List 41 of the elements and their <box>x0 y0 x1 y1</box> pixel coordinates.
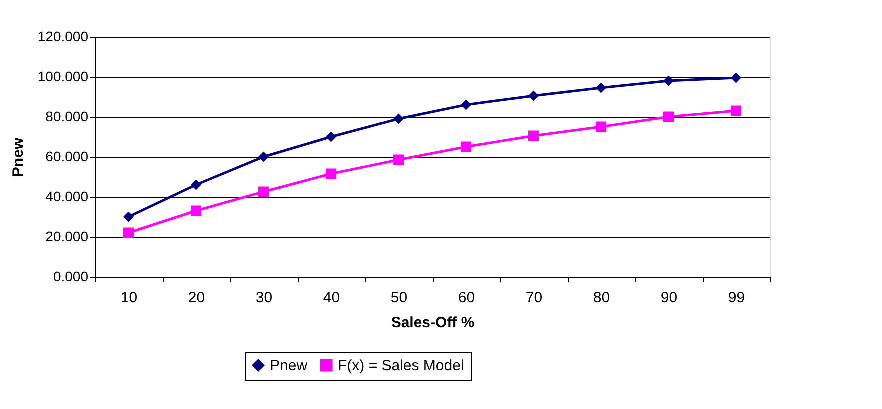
point <box>258 152 269 162</box>
x-tick-label: 70 <box>526 290 543 306</box>
x-tick-label: 10 <box>120 290 138 306</box>
point <box>326 132 336 142</box>
x-tick-label: 99 <box>728 290 746 306</box>
point <box>326 168 336 180</box>
x-tick-label: 20 <box>188 290 206 306</box>
y-tick-label: 20.000 <box>46 228 89 244</box>
point <box>394 114 404 124</box>
x-tick-label: 90 <box>660 290 678 306</box>
y-tick-label: 100.000 <box>38 68 89 84</box>
y-axis-title: Pnew <box>10 138 27 178</box>
point <box>461 100 472 110</box>
y-tick-label: 0.000 <box>53 268 89 284</box>
legend-label: F(x) = Sales Model <box>338 358 464 375</box>
y-tick-label: 120.000 <box>38 28 89 44</box>
x-tick-label: 50 <box>390 290 408 306</box>
point <box>124 212 134 222</box>
y-tick-label: 60.000 <box>46 148 89 164</box>
point <box>596 82 606 94</box>
point <box>731 106 742 116</box>
point <box>191 180 202 190</box>
x-tick-label: 80 <box>593 290 610 306</box>
point <box>394 154 404 166</box>
point <box>461 142 472 152</box>
point <box>528 90 539 102</box>
x-tick-label: 60 <box>458 290 476 306</box>
point <box>731 72 742 84</box>
x-tick-label: 40 <box>323 290 340 306</box>
y-tick-label: 40.000 <box>46 188 89 204</box>
point <box>258 186 269 198</box>
y-tick-label: 80.000 <box>46 108 89 124</box>
point <box>528 130 539 142</box>
x-axis-title: Sales-Off % <box>391 314 475 332</box>
point <box>664 76 674 86</box>
x-tick-label: 30 <box>256 290 273 306</box>
point <box>596 122 606 132</box>
point <box>191 206 202 216</box>
legend-label: Pnew <box>270 358 308 375</box>
point <box>664 112 674 122</box>
point <box>124 228 134 238</box>
